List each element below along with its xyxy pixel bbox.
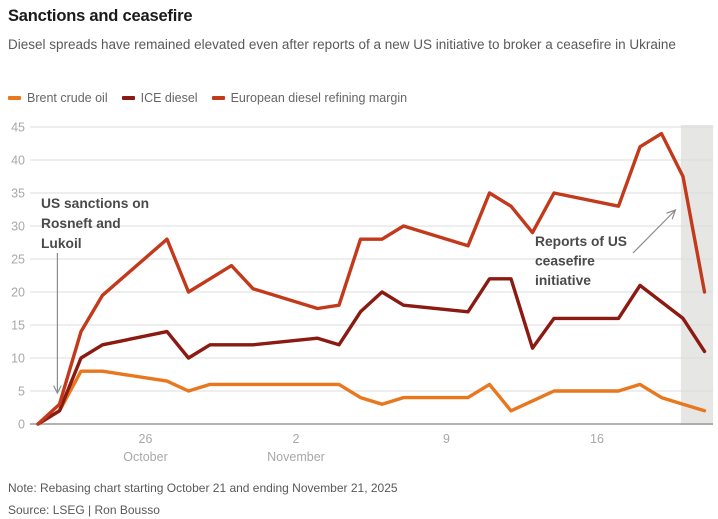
y-axis-label: 40 bbox=[11, 154, 25, 168]
legend-label: Brent crude oil bbox=[27, 91, 108, 105]
y-axis-label: 35 bbox=[11, 187, 25, 201]
y-axis-label: 10 bbox=[11, 352, 25, 366]
series-line-ice-diesel bbox=[36, 277, 707, 426]
legend-label: European diesel refining margin bbox=[230, 91, 408, 105]
y-axis-label: 25 bbox=[11, 253, 25, 267]
y-axis-label: 30 bbox=[11, 220, 25, 234]
page-title: Sanctions and ceasefire bbox=[8, 7, 193, 25]
x-axis-label: 2 bbox=[293, 432, 300, 446]
x-axis-sublabel: October bbox=[123, 450, 167, 464]
x-axis-sublabel: November bbox=[267, 450, 325, 464]
chart-subtitle: Diesel spreads have remained elevated ev… bbox=[8, 37, 676, 52]
legend-item-european-diesel-refining-margin: European diesel refining margin bbox=[211, 91, 408, 105]
legend-swatch-icon bbox=[121, 96, 135, 100]
annotation-text-ceasefire-reports: ceasefire bbox=[535, 254, 595, 269]
legend-swatch-icon bbox=[211, 96, 225, 100]
y-axis-label: 5 bbox=[18, 385, 25, 399]
legend-swatch-icon bbox=[8, 96, 21, 100]
series-line-european-diesel-refining-margin bbox=[36, 131, 707, 426]
x-axis-label: 26 bbox=[139, 432, 153, 446]
x-axis-label: 9 bbox=[443, 432, 450, 446]
x-axis-label: 16 bbox=[590, 432, 604, 446]
y-axis-label: 45 bbox=[11, 121, 25, 135]
annotation-text-ceasefire-reports: Reports of US bbox=[535, 234, 627, 249]
annotation-arrowhead-ceasefire-reports bbox=[666, 209, 677, 220]
annotation-text-us-sanctions: US sanctions on bbox=[41, 196, 149, 211]
legend-item-ice-diesel: ICE diesel bbox=[121, 91, 198, 105]
annotation-arrowhead-us-sanctions bbox=[53, 385, 62, 395]
legend-label: ICE diesel bbox=[140, 91, 198, 105]
chart-note: Note: Rebasing chart starting October 21… bbox=[8, 481, 398, 495]
shaded-region bbox=[680, 125, 714, 426]
legend-item-brent-crude-oil: Brent crude oil bbox=[8, 91, 108, 105]
chart-source: Source: LSEG | Ron Bousso bbox=[8, 503, 160, 517]
series-line-brent-crude-oil bbox=[36, 369, 707, 426]
annotation-arrow-ceasefire-reports bbox=[632, 210, 676, 254]
legend: Brent crude oil ICE diesel European diesel… bbox=[8, 91, 407, 105]
annotation-text-us-sanctions: Rosneft and bbox=[41, 216, 121, 231]
annotation-text-ceasefire-reports: initiative bbox=[535, 273, 591, 288]
y-axis-label: 0 bbox=[18, 418, 25, 432]
y-axis-label: 15 bbox=[11, 319, 25, 333]
annotation-text-us-sanctions: Lukoil bbox=[41, 236, 82, 251]
y-axis-label: 20 bbox=[11, 286, 25, 300]
